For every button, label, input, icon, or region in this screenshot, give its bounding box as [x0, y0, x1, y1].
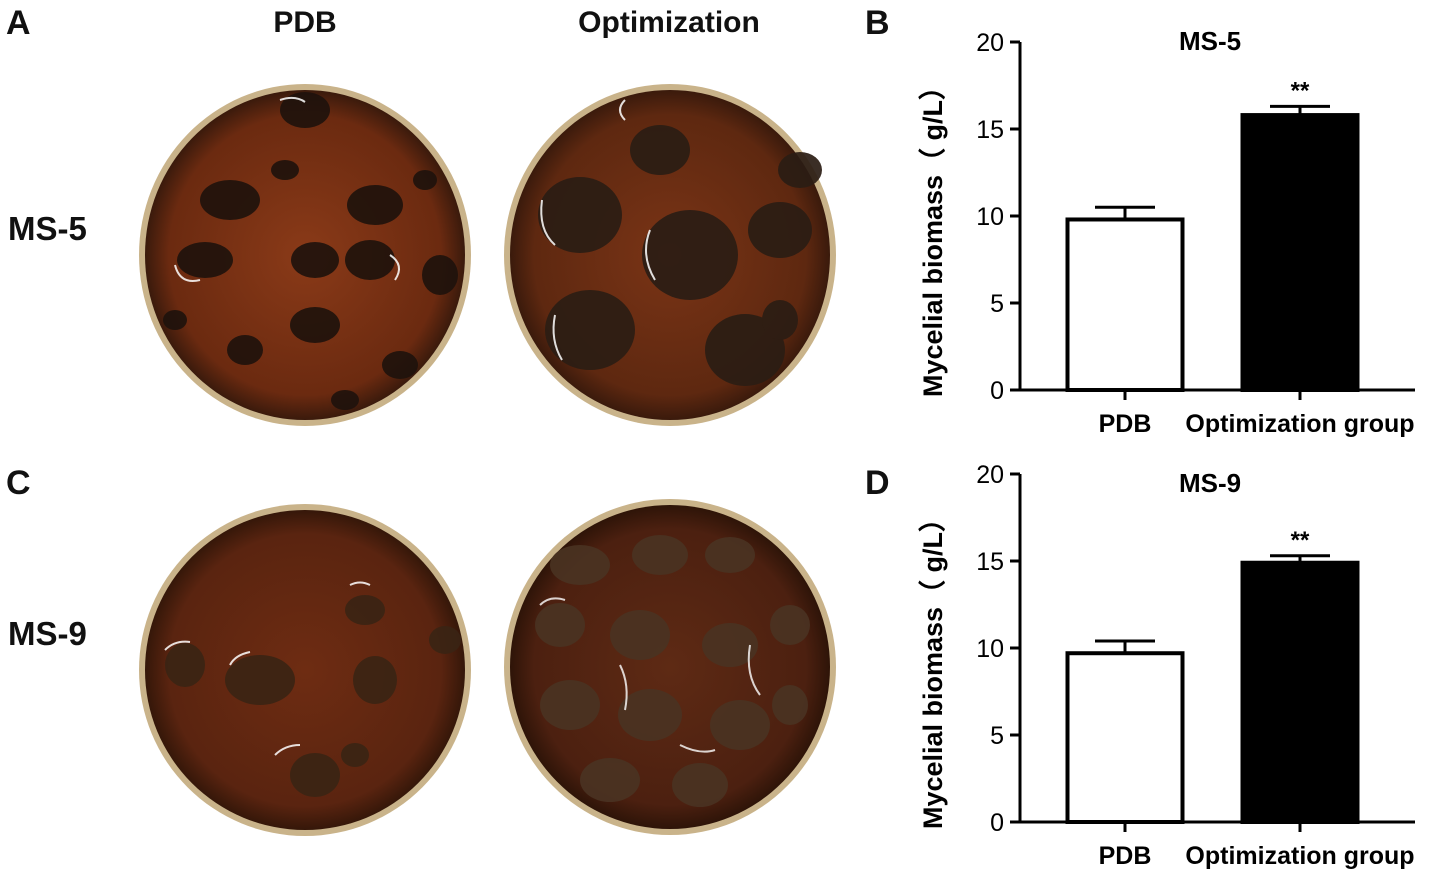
x-tick-label: PDB	[1099, 410, 1152, 438]
y-tick-label: 10	[976, 635, 1004, 663]
panel-letter-c: C	[6, 464, 31, 502]
dish-ms9-pdb	[139, 504, 471, 836]
x-tick-label: Optimization group	[1185, 410, 1414, 438]
chart-title: MS-5	[1179, 30, 1241, 56]
dish-ms9-optimization	[504, 499, 836, 835]
row-label-ms5: MS-5	[8, 210, 87, 247]
y-tick-label: 15	[976, 116, 1004, 144]
x-tick-label: PDB	[1099, 842, 1152, 870]
bar-optimization-group	[1240, 560, 1360, 825]
bar-chart-ms5: MS-5 Mycelial biomass（ g/L） 0 5 10 15 20 PDB O…	[918, 30, 1415, 438]
y-tick-label: 0	[990, 809, 1004, 837]
y-axis-label: Mycelial biomass（ g/L）	[918, 73, 948, 397]
bar-pdb	[1065, 217, 1185, 392]
panel-letter-d: D	[865, 464, 890, 502]
bar-pdb	[1065, 651, 1185, 824]
dish-ms5-optimization	[504, 84, 836, 426]
y-tick-label: 20	[976, 462, 1004, 489]
x-tick-label: Optimization group	[1185, 842, 1414, 870]
y-tick-label: 20	[976, 30, 1004, 57]
panel-letter-a: A	[6, 4, 31, 42]
y-tick-label: 10	[976, 203, 1004, 231]
y-tick-label: 0	[990, 377, 1004, 405]
bar-chart-ms9: MS-9 Mycelial biomass（ g/L） 0 5 10 15 20 PDB O…	[918, 462, 1415, 870]
significance-label: **	[1291, 77, 1310, 104]
chart-title: MS-9	[1179, 468, 1241, 498]
column-header-pdb: PDB	[273, 6, 337, 39]
bar-optimization-group	[1240, 113, 1360, 393]
dish-ms5-pdb	[139, 84, 471, 426]
column-header-optimization: Optimization	[578, 6, 760, 39]
significance-label: **	[1291, 527, 1310, 554]
panel-letter-b: B	[865, 4, 890, 42]
y-tick-label: 5	[990, 722, 1004, 750]
y-tick-label: 5	[990, 290, 1004, 318]
y-tick-label: 15	[976, 548, 1004, 576]
y-axis-label: Mycelial biomass（ g/L）	[918, 505, 948, 829]
row-label-ms9: MS-9	[8, 615, 87, 652]
